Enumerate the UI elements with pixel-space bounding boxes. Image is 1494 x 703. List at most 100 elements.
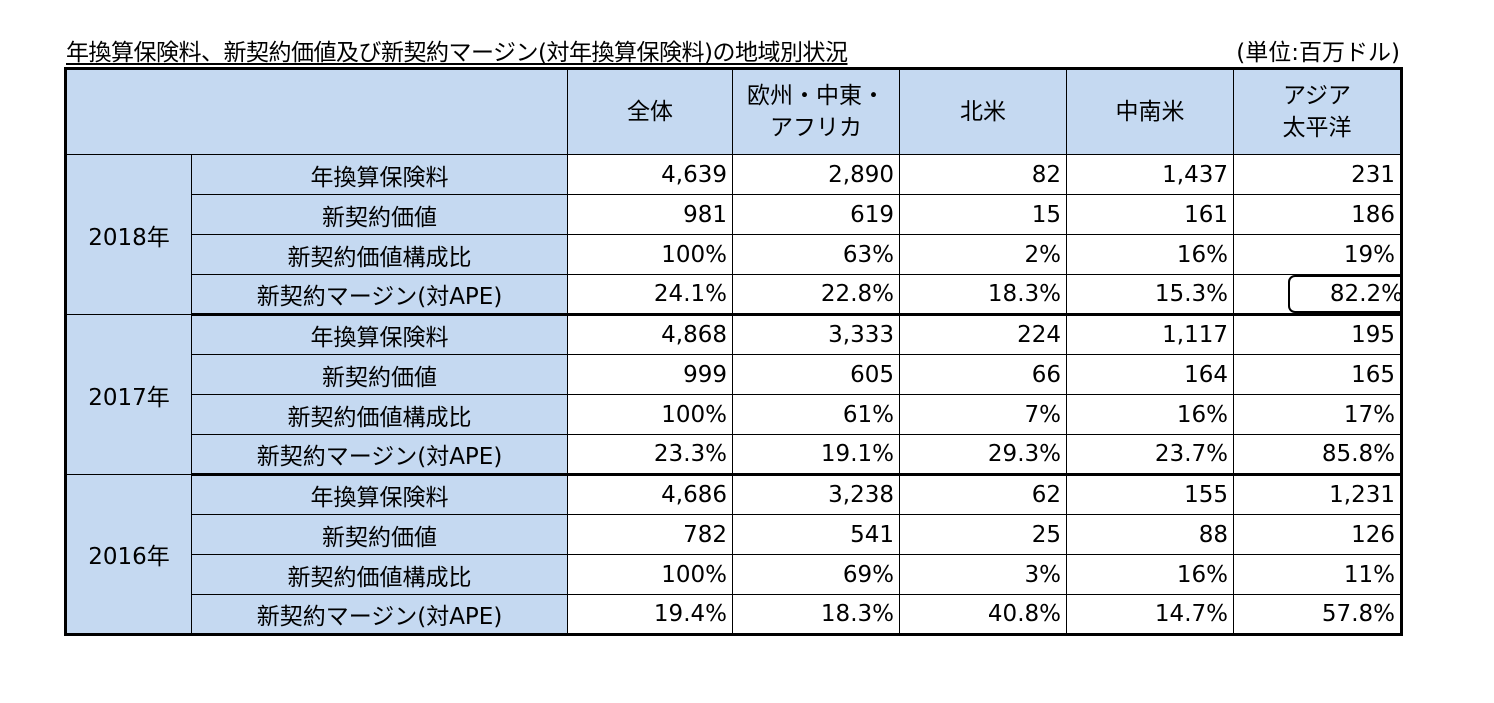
value-latin-america: 1,437 [1066,154,1234,195]
header-emea-line2: アフリカ [770,115,862,141]
metric-label: 新契約価値 [191,194,568,235]
value-north-america: 15 [899,194,1067,235]
header-apac-line1: アジア [1282,83,1352,109]
table-row: 新契約価値構成比 100% 61% 7% 16% 17% [66,394,1402,435]
value-all: 19.4% [567,594,733,636]
table-row: 新契約価値 782 541 25 88 126 [66,514,1402,555]
table-row: 新契約マージン(対APE) 19.4% 18.3% 40.8% 14.7% 57… [66,594,1402,636]
value-north-america: 66 [899,354,1067,395]
value-north-america: 29.3% [899,434,1067,476]
value-north-america: 82 [899,154,1067,195]
value-all: 100% [567,234,733,275]
header-apac-line2: 太平洋 [1282,115,1352,141]
header-row: 全体 欧州・中東・ アフリカ 北米 中南米 アジア 太平洋 [65,68,1402,155]
table-row: 新契約マージン(対APE) 23.3% 19.1% 29.3% 23.7% 85… [66,434,1402,476]
value-north-america: 224 [899,314,1067,355]
value-emea: 18.3% [732,594,900,636]
value-all: 100% [567,394,733,435]
value-north-america: 18.3% [899,274,1067,316]
value-all: 4,639 [567,154,733,195]
table-row: 新契約マージン(対APE) 24.1% 22.8% 18.3% 15.3% 82… [66,274,1402,316]
table-row: 新契約価値 981 619 15 161 186 [66,194,1402,235]
header-north-america: 北米 [899,68,1067,155]
value-asia-pacific: 85.8% [1233,434,1402,476]
metric-label: 年換算保険料 [191,154,568,195]
value-asia-pacific: 231 [1233,154,1402,195]
highlight-box: 82.2% [1287,275,1401,312]
table-row: 2016年 年換算保険料 4,686 3,238 62 155 1,231 [65,474,1402,635]
metric-label: 新契約マージン(対APE) [191,434,568,476]
value-emea: 3,333 [732,314,900,355]
value-emea: 3,238 [732,474,900,515]
table-row: 2017年 年換算保険料 4,868 3,333 224 1,117 195 [65,314,1402,475]
value-latin-america: 16% [1066,394,1234,435]
table-row: 2018年 年換算保険料 4,639 2,890 82 1,437 231 [65,154,1402,315]
value-all: 4,686 [567,474,733,515]
value-north-america: 62 [899,474,1067,515]
value-asia-pacific: 186 [1233,194,1402,235]
metric-label: 新契約マージン(対APE) [191,274,568,316]
value-latin-america: 15.3% [1066,274,1234,316]
value-all: 981 [567,194,733,235]
value-emea: 63% [732,234,900,275]
header-blank-cell [65,68,568,155]
value-all: 782 [567,514,733,555]
header-emea-line1: 欧州・中東・ [747,83,885,109]
value-latin-america: 16% [1066,234,1234,275]
metric-label: 新契約価値 [191,514,568,555]
value-all: 4,868 [567,314,733,355]
value-emea: 541 [732,514,900,555]
table-title: 年換算保険料、新契約価値及び新契約マージン(対年換算保険料)の地域別状況 [66,40,848,66]
value-emea: 19.1% [732,434,900,476]
regional-data-table: 全体 欧州・中東・ アフリカ 北米 中南米 アジア 太平洋 2018年 年換算保… [64,67,1403,636]
value-latin-america: 14.7% [1066,594,1234,636]
metric-label: 年換算保険料 [191,314,568,355]
value-emea: 61% [732,394,900,435]
value-latin-america: 23.7% [1066,434,1234,476]
year-cell: 2017年 [65,314,192,475]
value-latin-america: 161 [1066,194,1234,235]
unit-label: (単位:百万ドル) [1236,40,1400,66]
value-asia-pacific: 19% [1233,234,1402,275]
value-emea: 22.8% [732,274,900,316]
table-row: 新契約価値構成比 100% 63% 2% 16% 19% [66,234,1402,275]
metric-label: 新契約価値構成比 [191,554,568,595]
value-asia-pacific: 165 [1233,354,1402,395]
table-row: 新契約価値 999 605 66 164 165 [66,354,1402,395]
header-asia-pacific: アジア 太平洋 [1233,68,1402,155]
value-north-america: 7% [899,394,1067,435]
header-latin-america: 中南米 [1066,68,1234,155]
value-asia-pacific: 1,231 [1233,474,1402,515]
value-north-america: 2% [899,234,1067,275]
value-north-america: 40.8% [899,594,1067,636]
value-all: 23.3% [567,434,733,476]
value-asia-pacific: 17% [1233,394,1402,435]
value-latin-america: 164 [1066,354,1234,395]
value-latin-america: 155 [1066,474,1234,515]
metric-label: 年換算保険料 [191,474,568,515]
value-asia-pacific: 11% [1233,554,1402,595]
table-row: 新契約価値構成比 100% 69% 3% 16% 11% [66,554,1402,595]
value-emea: 2,890 [732,154,900,195]
year-cell: 2016年 [65,474,192,635]
value-asia-pacific: 195 [1233,314,1402,355]
table-caption: 年換算保険料、新契約価値及び新契約マージン(対年換算保険料)の地域別状況 (単位… [66,32,1402,68]
value-north-america: 3% [899,554,1067,595]
value-asia-pacific: 82.2% [1233,274,1402,316]
value-latin-america: 1,117 [1066,314,1234,355]
value-north-america: 25 [899,514,1067,555]
metric-label: 新契約価値構成比 [191,394,568,435]
value-asia-pacific: 57.8% [1233,594,1402,636]
value-emea: 619 [732,194,900,235]
year-cell: 2018年 [65,154,192,315]
header-emea: 欧州・中東・ アフリカ [732,68,900,155]
value-latin-america: 16% [1066,554,1234,595]
metric-label: 新契約価値 [191,354,568,395]
value-all: 100% [567,554,733,595]
value-latin-america: 88 [1066,514,1234,555]
header-all: 全体 [567,68,733,155]
value-all: 999 [567,354,733,395]
metric-label: 新契約価値構成比 [191,234,568,275]
value-all: 24.1% [567,274,733,316]
value-emea: 69% [732,554,900,595]
